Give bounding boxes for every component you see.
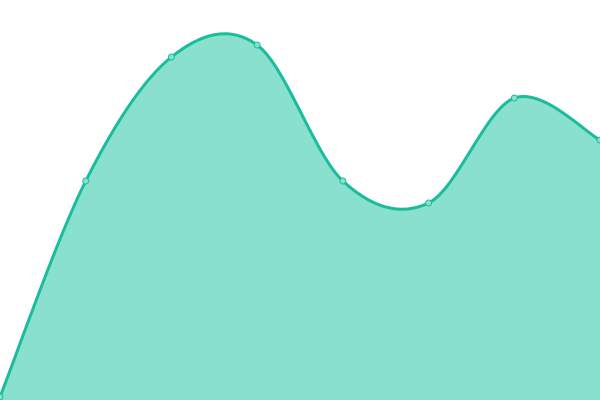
- data-point-6: [510, 94, 518, 102]
- data-point-4: [339, 177, 347, 185]
- data-point-2: [167, 53, 175, 61]
- data-point-1: [82, 177, 90, 185]
- area-fill: [0, 33, 600, 400]
- data-markers: [0, 41, 600, 400]
- data-point-5: [425, 199, 433, 207]
- data-point-3: [253, 41, 261, 49]
- data-point-7: [596, 136, 600, 144]
- data-point-0: [0, 393, 4, 400]
